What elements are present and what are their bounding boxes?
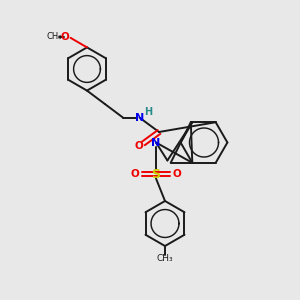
Text: N: N bbox=[152, 137, 160, 148]
Text: O: O bbox=[172, 169, 182, 179]
Text: H: H bbox=[144, 106, 153, 117]
Text: CH₃: CH₃ bbox=[157, 254, 173, 263]
Text: O: O bbox=[61, 32, 70, 42]
Text: N: N bbox=[135, 112, 144, 123]
Text: O: O bbox=[130, 169, 140, 179]
Text: CH₃: CH₃ bbox=[46, 32, 62, 41]
Text: O: O bbox=[134, 141, 143, 151]
Text: S: S bbox=[152, 167, 160, 181]
